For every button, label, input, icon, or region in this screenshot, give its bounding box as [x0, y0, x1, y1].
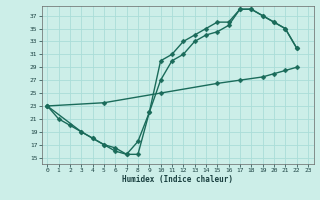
X-axis label: Humidex (Indice chaleur): Humidex (Indice chaleur) — [122, 175, 233, 184]
